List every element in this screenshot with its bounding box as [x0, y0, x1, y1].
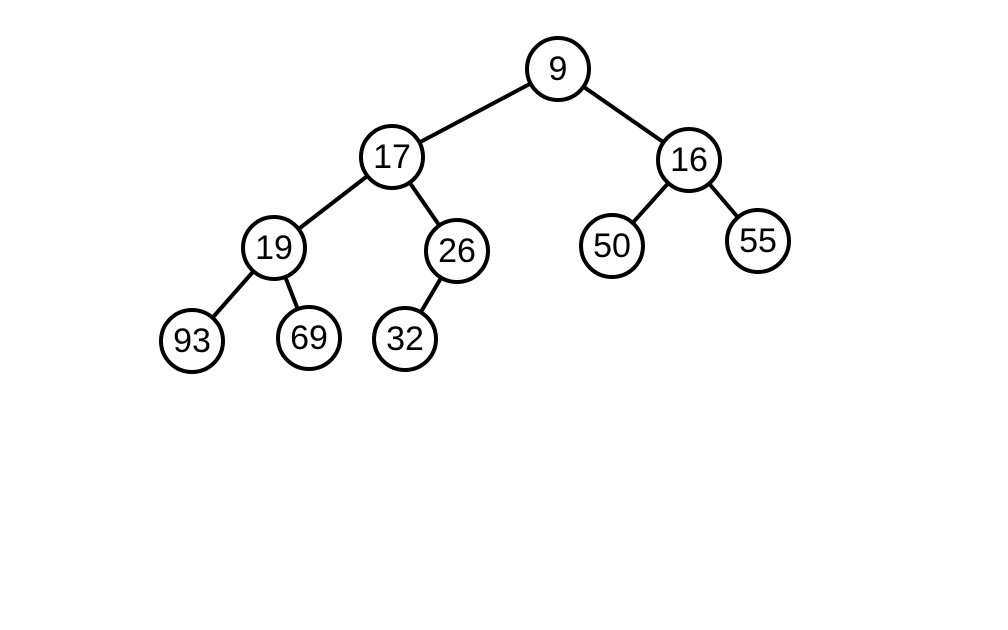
node-label: 9 [549, 50, 568, 88]
node-circle [359, 124, 425, 190]
tree-node-26: 26 [424, 218, 490, 284]
node-label: 32 [386, 320, 424, 358]
node-label: 55 [739, 222, 777, 260]
node-circle [579, 213, 645, 279]
node-circle [159, 308, 225, 374]
tree-node-9: 9 [525, 36, 591, 102]
node-label: 93 [173, 322, 211, 360]
tree-node-32: 32 [372, 306, 438, 372]
node-circle [372, 306, 438, 372]
tree-node-16: 16 [656, 127, 722, 193]
tree-edges [190, 67, 760, 343]
node-label: 19 [255, 229, 293, 267]
tree-node-50: 50 [579, 213, 645, 279]
node-label: 69 [290, 319, 328, 357]
node-circle [656, 127, 722, 193]
node-label: 16 [670, 141, 708, 179]
node-label: 17 [373, 138, 411, 176]
tree-node-69: 69 [276, 305, 342, 371]
node-label: 26 [438, 232, 476, 270]
node-circle [725, 208, 791, 274]
tree-node-93: 93 [159, 308, 225, 374]
node-circle [241, 215, 307, 281]
tree-node-17: 17 [359, 124, 425, 190]
tree-nodes: 9 17 16 19 26 50 55 93 [159, 36, 791, 374]
tree-node-19: 19 [241, 215, 307, 281]
node-circle [525, 36, 591, 102]
node-circle [424, 218, 490, 284]
tree-node-55: 55 [725, 208, 791, 274]
node-circle [276, 305, 342, 371]
node-label: 50 [593, 227, 631, 265]
